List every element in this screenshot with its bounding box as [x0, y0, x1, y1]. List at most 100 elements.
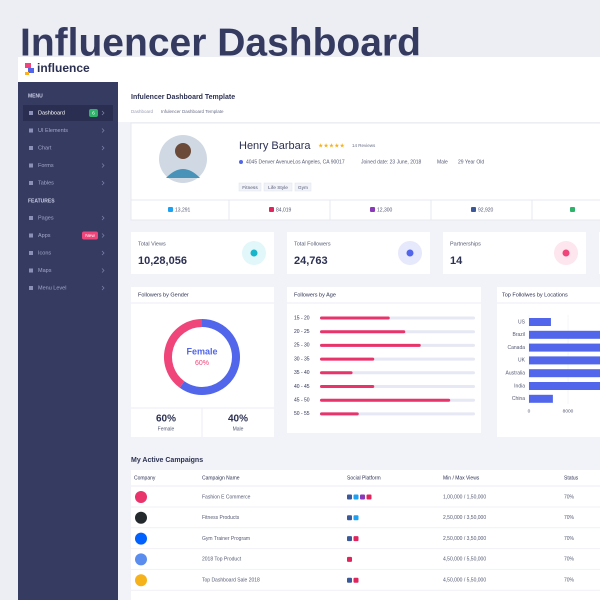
- tag-text: Gym: [298, 185, 308, 191]
- category-label: UK: [518, 358, 526, 364]
- campaign-name: 2018 Top Product: [202, 557, 242, 563]
- menu-item[interactable]: Dashboard: [38, 110, 65, 116]
- company-logo: [135, 491, 147, 503]
- campaign-name: Fashion E Commerce: [202, 494, 251, 500]
- views: 2,50,000 / 3,50,000: [443, 536, 486, 542]
- campaign-name: Fitness Products: [202, 515, 240, 521]
- platform-icon: [366, 494, 372, 500]
- pin-icon: [239, 160, 243, 164]
- bar: [529, 356, 600, 365]
- category-label: 45 - 50: [294, 398, 310, 404]
- badge: [89, 109, 98, 117]
- company-logo: [135, 553, 147, 566]
- social-icon: [168, 207, 173, 212]
- platform-icon: [353, 494, 359, 500]
- campaign-name: Gym Trainer Program: [202, 536, 250, 542]
- menu-icon: [29, 146, 33, 150]
- menu-item[interactable]: Icons: [38, 250, 51, 256]
- menu-item[interactable]: Forms: [38, 163, 54, 169]
- table-card: [131, 470, 600, 600]
- social-icon: [370, 207, 375, 212]
- bar: [320, 330, 406, 334]
- stat-icon: [250, 249, 258, 257]
- menu-icon: [29, 268, 33, 273]
- category-label: 15 - 20: [294, 315, 310, 321]
- logo-icon: [25, 63, 34, 75]
- tag: [294, 182, 312, 192]
- tag: [263, 182, 293, 192]
- legend-label: Male: [233, 426, 244, 432]
- chevron: [101, 110, 105, 116]
- stat-icon: [406, 249, 414, 257]
- column-header: Status: [564, 475, 579, 481]
- donut-segment: [164, 319, 203, 388]
- bar: [320, 371, 353, 375]
- section-title: My Active Campaigns: [131, 457, 203, 464]
- chevron: [101, 250, 105, 256]
- x-tick-label: 0: [528, 408, 531, 414]
- sidebar: [18, 82, 118, 600]
- category-label: 20 - 25: [294, 329, 310, 335]
- column-header: Social Platform: [347, 475, 381, 481]
- status: 70%: [564, 536, 575, 542]
- badge-text: 6: [92, 110, 95, 116]
- stat-label: Total Followers: [294, 241, 331, 247]
- bar: [320, 385, 375, 388]
- address: 4045 Denver AvenueLos Angeles, CA 90017: [246, 159, 345, 165]
- social-icon: [269, 207, 274, 212]
- bar: [529, 343, 600, 352]
- menu-item[interactable]: Menu Level: [38, 285, 66, 291]
- status: 70%: [564, 494, 575, 500]
- platform-icon: [353, 577, 359, 583]
- avatar-body: [166, 169, 200, 178]
- chevron: [101, 180, 105, 186]
- profile-name: Henry Barbara: [239, 140, 311, 152]
- chart-title: Followers by Age: [294, 292, 336, 298]
- menu-icon: [29, 181, 33, 185]
- active-item[interactable]: [23, 105, 113, 121]
- category-label: India: [514, 383, 525, 389]
- campaign-name: Top Dashboard Sale 2018: [202, 578, 260, 584]
- stat-value: 10,28,056: [138, 255, 187, 267]
- legend-value: 40%: [228, 414, 248, 425]
- tag-text: Life Style: [268, 185, 288, 191]
- menu-item[interactable]: Maps: [38, 268, 52, 274]
- menu-item[interactable]: Chart: [38, 145, 52, 151]
- legend-label: Female: [158, 426, 175, 432]
- x-tick-label: 8000: [563, 408, 574, 414]
- badge-text: New: [85, 233, 95, 239]
- platform-icon: [353, 536, 359, 542]
- menu-item[interactable]: UI Elements: [38, 128, 68, 134]
- donut-label: Female: [186, 346, 217, 356]
- stat-icon: [562, 249, 570, 257]
- category-label: 50 - 55: [294, 411, 310, 417]
- menu-icon: [29, 216, 33, 220]
- category-label: China: [512, 396, 525, 402]
- menu-item[interactable]: Pages: [38, 215, 54, 221]
- column-header: Company: [134, 475, 156, 481]
- stat-label: Total Views: [138, 241, 166, 247]
- donut-value: 60%: [195, 360, 209, 367]
- bar: [529, 382, 600, 390]
- menu-item[interactable]: Apps: [38, 233, 51, 239]
- menu-item[interactable]: Tables: [38, 180, 54, 186]
- breadcrumb: Infulencer Dashboard Template: [161, 109, 224, 114]
- views: 2,50,000 / 3,50,000: [443, 515, 486, 521]
- menu-icon: [29, 128, 33, 133]
- company-logo: [135, 511, 147, 524]
- status: 70%: [564, 515, 575, 521]
- category-label: 35 - 40: [294, 370, 310, 376]
- rating-stars: ★★★★★: [318, 143, 345, 150]
- avatar-head: [175, 143, 191, 159]
- legend-value: 60%: [156, 414, 176, 425]
- menu-icon: [29, 251, 33, 255]
- menu-icon: [29, 233, 33, 238]
- bar-track: [320, 412, 475, 416]
- reviews: 14 Reviews: [352, 143, 376, 148]
- chevron: [101, 285, 105, 291]
- badge: [82, 231, 98, 240]
- chart-title: Top Follolwes by Locations: [502, 292, 568, 298]
- platform-icon: [347, 515, 352, 521]
- topbar: [18, 57, 600, 82]
